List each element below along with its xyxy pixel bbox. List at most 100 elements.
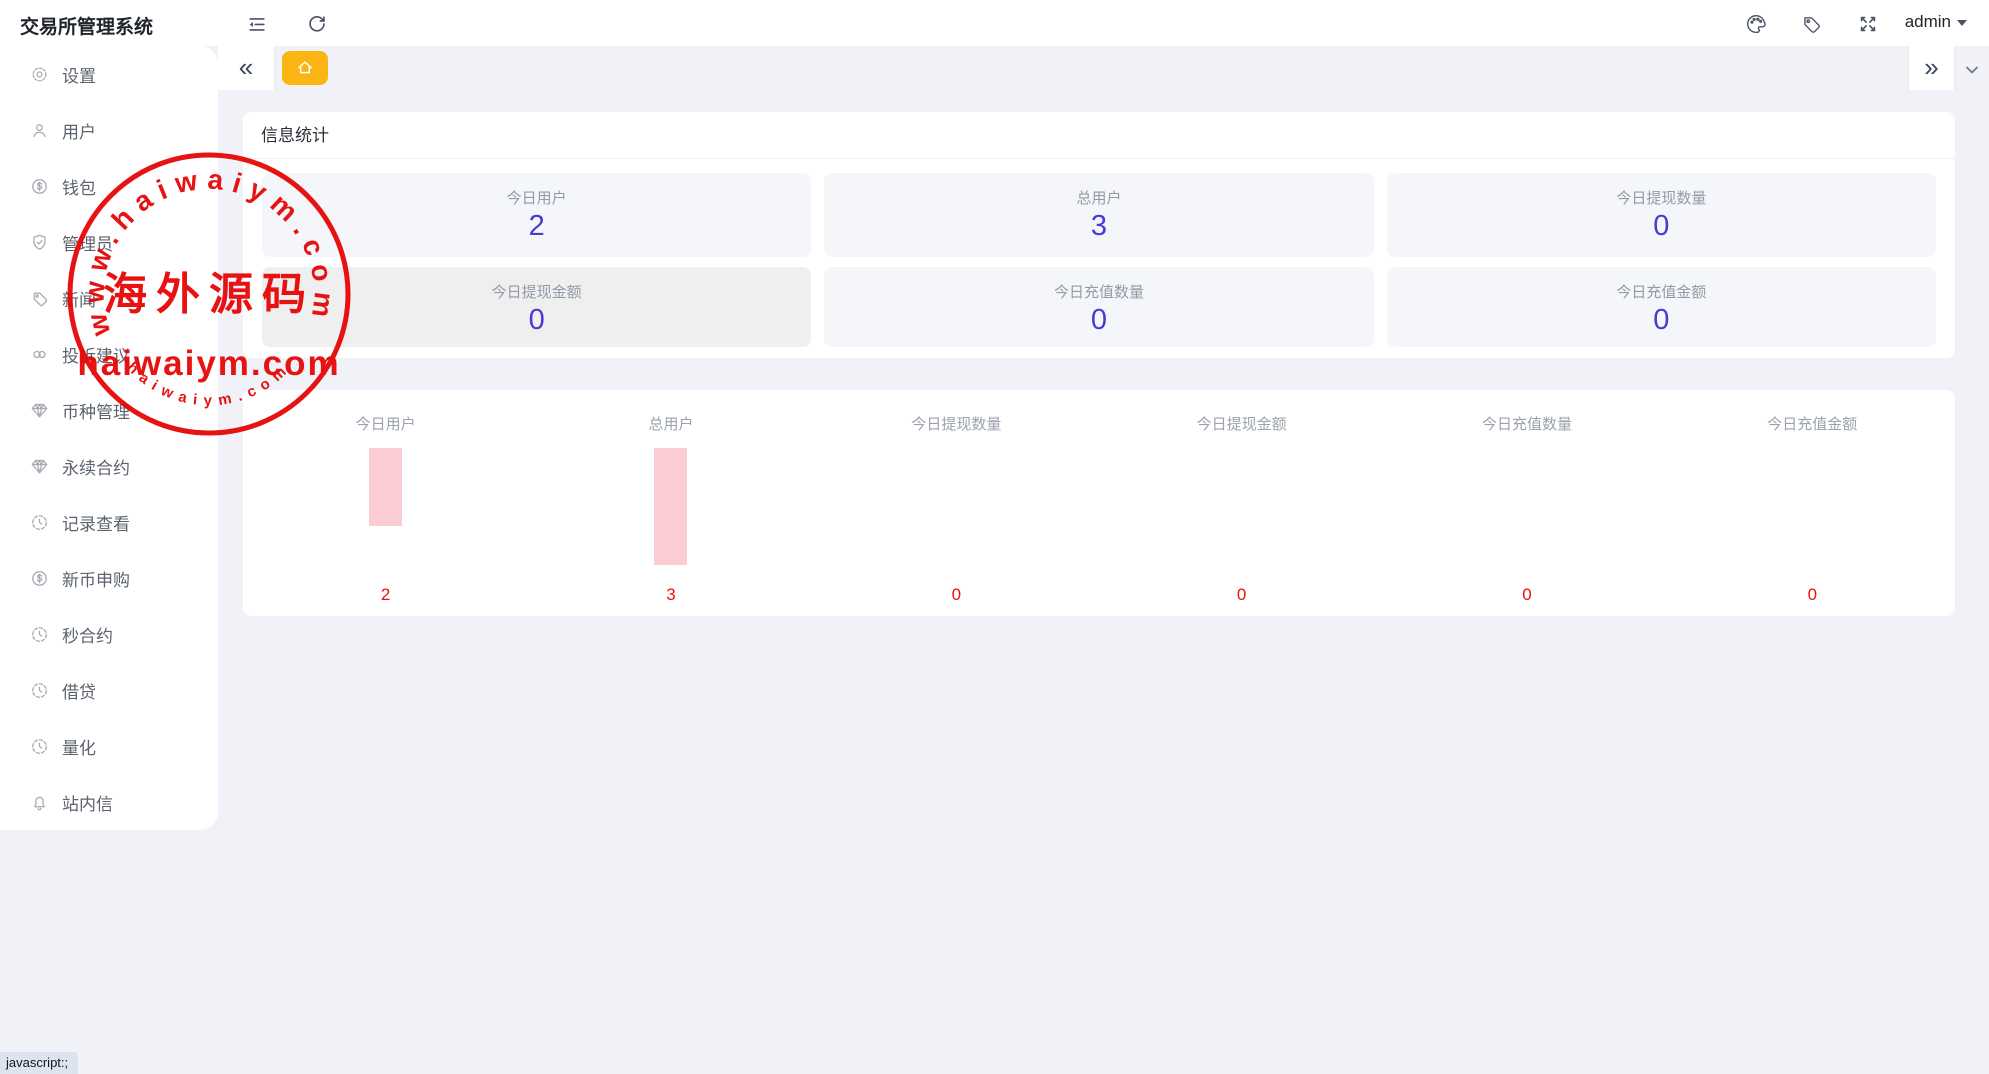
clock-icon <box>30 625 49 644</box>
gem-icon <box>30 457 49 476</box>
link-icon <box>30 345 49 364</box>
tag-icon <box>30 289 49 308</box>
chart-column-2: 总用户 3 <box>528 413 813 616</box>
chart-bar-area <box>1670 448 1955 582</box>
stat-card-label: 今日充值数量 <box>1053 284 1144 301</box>
stat-card-2: 总用户 3 <box>824 173 1374 257</box>
chevron-down-icon[interactable] <box>1962 60 1982 80</box>
sidebar-item-label: 永续合约 <box>62 458 130 478</box>
menu-fold-icon[interactable] <box>246 13 268 35</box>
chart-category-label: 今日提现金额 <box>1196 416 1287 433</box>
stat-card-label: 今日提现金额 <box>491 284 582 301</box>
sidebar-item-7[interactable]: 币种管理 <box>0 382 218 438</box>
chart-value-label: 0 <box>951 585 962 604</box>
stat-card-label: 今日用户 <box>506 190 567 207</box>
admin-label: admin <box>1904 12 1951 31</box>
sidebar-item-12[interactable]: 借贷 <box>0 662 218 718</box>
admin-dropdown[interactable]: admin <box>1905 12 1967 32</box>
sidebar-item-label: 站内信 <box>62 794 113 814</box>
chart-category-label: 今日用户 <box>355 416 416 433</box>
chart-bar-area <box>1099 448 1384 582</box>
sidebar-item-9[interactable]: 记录查看 <box>0 494 218 550</box>
chart-column-3: 今日提现数量 0 <box>814 413 1099 616</box>
gear-icon <box>30 65 49 84</box>
stat-card-value: 3 <box>1090 210 1108 242</box>
clock-icon <box>30 513 49 532</box>
stats-panel: 信息统计 今日用户 2 总用户 3 今日提现数量 0 今日提现金额 0 今日充值数量 0 今日充值金… <box>243 112 1955 358</box>
sidebar: 设置用户钱包管理员新闻投拆建议币种管理永续合约记录查看新币申购秒合约借贷量化站内… <box>0 46 218 830</box>
stat-card-4: 今日提现金额 0 <box>262 267 812 347</box>
sidebar-item-label: 新币申购 <box>62 570 130 590</box>
refresh-icon[interactable] <box>306 13 328 35</box>
chart-bar-area <box>1384 448 1669 582</box>
status-bubble: javascript:; <box>0 1052 79 1074</box>
stat-card-1: 今日用户 2 <box>262 173 812 257</box>
chart-panel: 今日用户 2 总用户 3 今日提现数量 0 今日提现金额 0 今日充值数量 0 今日充值金额 0 <box>243 390 1955 616</box>
sidebar-item-4[interactable]: 管理员 <box>0 214 218 270</box>
chart-value-label: 0 <box>1522 585 1532 604</box>
stat-card-value: 0 <box>1653 210 1670 242</box>
sidebar-item-label: 量化 <box>62 738 96 758</box>
chart-bar-area <box>528 448 813 582</box>
stat-card-label: 今日充值金额 <box>1616 284 1707 301</box>
chart-value-label: 0 <box>1236 585 1247 604</box>
caret-down-icon <box>1957 19 1967 26</box>
chart-column-6: 今日充值金额 0 <box>1670 413 1955 616</box>
chart-value-label: 0 <box>1807 585 1818 604</box>
chart-column-1: 今日用户 2 <box>243 413 528 616</box>
app-title: 交易所管理系统 <box>20 17 154 38</box>
sidebar-item-label: 钱包 <box>62 178 96 198</box>
sidebar-item-label: 秒合约 <box>62 626 113 646</box>
tabs-collapse-left-button[interactable]: « <box>218 46 275 90</box>
sidebar-item-10[interactable]: 新币申购 <box>0 550 218 606</box>
tag-icon[interactable] <box>1800 13 1822 35</box>
sidebar-item-label: 记录查看 <box>62 514 130 534</box>
stats-cards: 今日用户 2 总用户 3 今日提现数量 0 今日提现金额 0 今日充值数量 0 今日充值金额 0 <box>243 159 1955 347</box>
sidebar-item-11[interactable]: 秒合约 <box>0 606 218 662</box>
chart-value-label: 3 <box>666 585 676 604</box>
chart-bar <box>654 448 688 565</box>
sidebar-item-label: 设置 <box>62 66 96 86</box>
sidebar-item-label: 管理员 <box>62 234 113 254</box>
sidebar-item-label: 新闻 <box>62 290 96 310</box>
bell-icon <box>30 793 49 812</box>
stat-card-value: 2 <box>528 210 545 242</box>
stat-card-label: 总用户 <box>1076 190 1122 207</box>
fullscreen-icon[interactable] <box>1857 13 1879 35</box>
chart-category-label: 总用户 <box>648 416 694 433</box>
sidebar-item-label: 借贷 <box>62 682 96 702</box>
stat-card-value: 0 <box>1653 304 1670 336</box>
sidebar-item-6[interactable]: 投拆建议 <box>0 326 218 382</box>
palette-icon[interactable] <box>1745 13 1767 35</box>
chart-category-label: 今日提现数量 <box>911 416 1002 433</box>
sidebar-item-2[interactable]: 用户 <box>0 102 218 158</box>
sidebar-item-3[interactable]: 钱包 <box>0 158 218 214</box>
chart-bar-area <box>814 448 1099 582</box>
clock-icon <box>30 681 49 700</box>
shield-check-icon <box>30 233 49 252</box>
stats-panel-title: 信息统计 <box>243 112 1955 159</box>
stat-card-label: 今日提现数量 <box>1616 190 1707 207</box>
chart-bar-area <box>243 448 528 582</box>
stat-card-value: 0 <box>528 304 545 336</box>
tab-home[interactable] <box>282 51 328 85</box>
home-icon <box>298 61 312 74</box>
dollar-circle-icon <box>30 177 49 196</box>
sidebar-item-14[interactable]: 站内信 <box>0 774 218 830</box>
stat-card-5: 今日充值数量 0 <box>824 267 1374 347</box>
tabs-collapse-right-button[interactable]: » <box>1908 46 1955 90</box>
sidebar-item-label: 用户 <box>62 122 96 142</box>
sidebar-item-13[interactable]: 量化 <box>0 718 218 774</box>
sidebar-item-8[interactable]: 永续合约 <box>0 438 218 494</box>
stat-card-value: 0 <box>1090 304 1108 336</box>
topbar: 交易所管理系统 admin <box>0 0 1989 46</box>
chart-column-4: 今日提现金额 0 <box>1099 413 1384 616</box>
chart-column-5: 今日充值数量 0 <box>1384 413 1669 616</box>
sidebar-item-1[interactable]: 设置 <box>0 46 218 102</box>
user-icon <box>30 121 49 140</box>
chart-category-label: 今日充值数量 <box>1481 416 1572 433</box>
sidebar-item-5[interactable]: 新闻 <box>0 270 218 326</box>
chart-category-label: 今日充值金额 <box>1767 416 1858 433</box>
sidebar-item-label: 币种管理 <box>62 402 130 422</box>
stat-card-6: 今日充值金额 0 <box>1386 267 1936 347</box>
